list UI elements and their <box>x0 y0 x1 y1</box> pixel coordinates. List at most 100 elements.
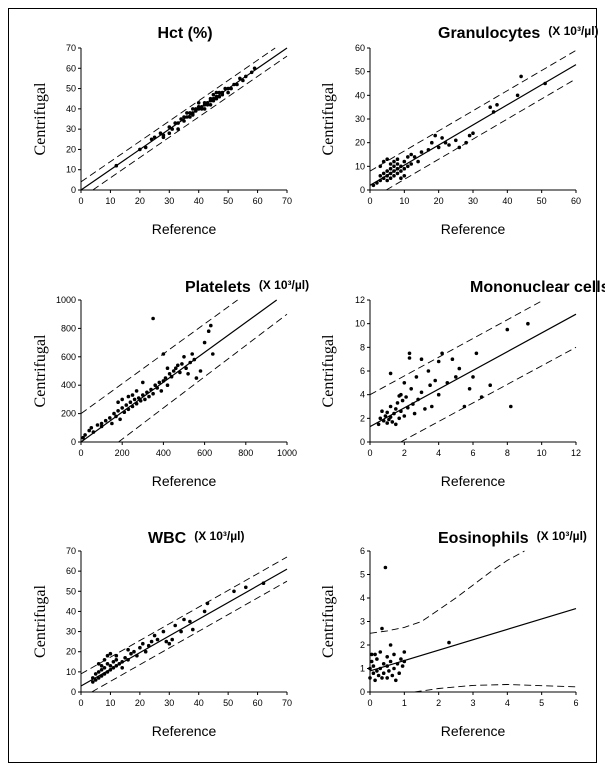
x-tick-label: 4 <box>436 448 441 458</box>
data-point <box>371 664 376 668</box>
data-point <box>479 395 484 399</box>
data-point <box>388 176 393 180</box>
x-axis-label: Reference <box>152 723 217 739</box>
data-point <box>395 662 400 666</box>
data-point <box>102 658 107 662</box>
data-point <box>445 381 450 385</box>
data-point <box>399 169 403 173</box>
data-point <box>155 386 159 390</box>
y-tick-label: 4 <box>360 390 365 400</box>
data-point <box>392 164 396 169</box>
upper-prediction-band <box>369 299 544 396</box>
data-point <box>143 397 147 402</box>
x-tick-label: 50 <box>537 196 547 206</box>
data-point <box>99 674 104 678</box>
data-point <box>375 657 379 661</box>
data-point <box>388 371 393 376</box>
y-tick-label: 12 <box>355 295 365 305</box>
chart-title: Mononuclear cells <box>470 279 605 296</box>
data-point <box>99 664 104 668</box>
data-point <box>116 400 120 405</box>
data-point <box>380 676 384 680</box>
x-tick-label: 0 <box>78 196 83 206</box>
lower-prediction-band <box>385 78 577 191</box>
data-point <box>433 378 438 383</box>
data-point <box>397 394 402 398</box>
data-point <box>491 110 496 114</box>
y-tick-label: 800 <box>61 323 76 333</box>
data-point <box>171 369 176 373</box>
data-point <box>99 668 104 672</box>
data-point <box>505 327 510 332</box>
data-point <box>400 664 405 668</box>
data-point <box>211 98 216 103</box>
data-point <box>402 650 407 654</box>
data-point <box>161 135 166 140</box>
data-point <box>226 90 230 95</box>
data-point <box>214 96 219 101</box>
data-point <box>402 659 407 664</box>
x-tick-label: 1000 <box>277 448 297 458</box>
data-point <box>407 351 412 356</box>
data-point <box>232 82 236 87</box>
chart-title: WBC <box>148 530 187 547</box>
data-point <box>202 609 207 614</box>
data-point <box>387 669 391 673</box>
panel-granulocytes: 0 10 20 30 40 50 60 0 10 20 30 40 50 60 Granulocytes (X… <box>320 24 599 237</box>
data-point <box>404 395 408 399</box>
x-tick-label: 40 <box>502 196 512 206</box>
x-tick-label: 40 <box>194 196 204 206</box>
data-point <box>385 664 390 668</box>
data-point <box>151 316 155 321</box>
data-point <box>395 162 400 166</box>
data-point <box>543 81 547 86</box>
data-point <box>402 174 407 178</box>
y-tick-label: 60 <box>355 43 365 53</box>
x-tick-label: 20 <box>135 196 145 206</box>
y-tick-label: 0 <box>360 437 365 447</box>
x-tick-label: 400 <box>156 448 171 458</box>
x-tick-label: 30 <box>164 698 174 708</box>
data-point <box>392 666 396 671</box>
y-tick-label: 10 <box>355 161 365 171</box>
data-point <box>433 133 438 138</box>
data-point <box>157 380 162 385</box>
data-point <box>217 94 222 99</box>
data-point <box>385 157 390 161</box>
data-point <box>170 637 174 642</box>
chart-title: Hct (%) <box>157 25 212 42</box>
data-point <box>419 390 424 395</box>
x-tick-label: 3 <box>470 698 475 708</box>
x-tick-label: 8 <box>505 448 510 458</box>
data-point <box>390 420 395 424</box>
data-point <box>186 372 190 376</box>
x-tick-label: 4 <box>505 698 510 708</box>
data-point <box>190 352 194 356</box>
data-point <box>369 659 374 664</box>
x-tick-label: 20 <box>135 698 145 708</box>
y-tick-label: 1 <box>360 664 365 674</box>
data-point <box>180 362 184 366</box>
x-tick-label: 10 <box>105 698 115 708</box>
data-point <box>388 404 393 409</box>
x-tick-label: 60 <box>571 196 581 206</box>
lower-prediction-band <box>91 580 288 693</box>
data-point <box>120 397 124 402</box>
data-point <box>188 111 192 115</box>
data-point <box>214 90 219 95</box>
data-point <box>373 652 377 657</box>
y-tick-label: 10 <box>66 165 76 175</box>
y-tick-label: 10 <box>66 667 76 677</box>
chart-title: Eosinophils <box>438 530 529 547</box>
data-point <box>111 666 116 670</box>
data-point <box>202 107 207 111</box>
data-point <box>165 383 170 388</box>
x-tick-label: 60 <box>253 196 263 206</box>
data-point <box>185 115 189 119</box>
data-point <box>440 351 444 356</box>
data-point <box>428 383 432 388</box>
data-point <box>381 159 386 164</box>
data-point <box>153 383 157 388</box>
chart-title-unit: (X 10³/µl) <box>194 529 244 543</box>
lower-prediction-band <box>400 346 577 443</box>
